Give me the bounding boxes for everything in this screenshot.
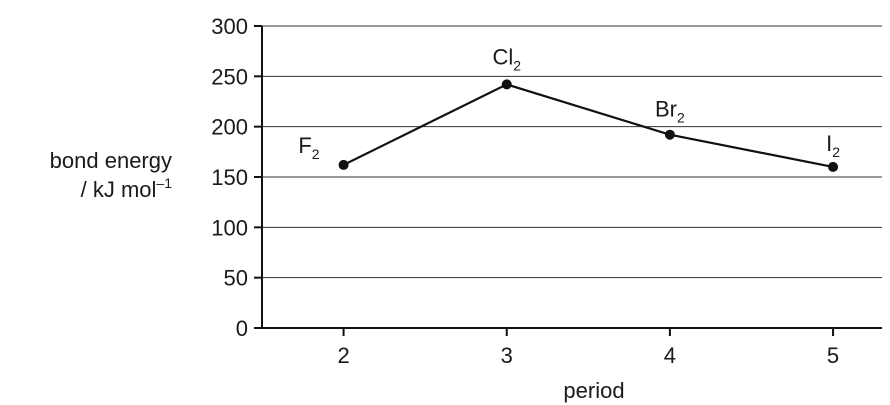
y-tick-label-200: 200 — [211, 115, 248, 140]
point-label-cl: Cl2 — [492, 44, 521, 73]
x-tick-label-2: 2 — [337, 343, 349, 368]
y-tick-label-100: 100 — [211, 215, 248, 240]
y-axis-title-unit: / kJ mol–1 — [81, 175, 173, 202]
x-tick-label-5: 5 — [827, 343, 839, 368]
series-line — [343, 83, 834, 168]
y-tick-label-50: 50 — [224, 266, 248, 291]
x-tick-label-4: 4 — [664, 343, 676, 368]
data-point-f — [338, 159, 349, 170]
data-point-i — [828, 161, 839, 172]
data-point-br — [664, 129, 675, 140]
point-label-f: F2 — [298, 133, 319, 162]
axes — [254, 25, 882, 336]
point-labels: F2 Cl2 Br2 I2 — [298, 44, 840, 162]
y-tick-label-0: 0 — [236, 316, 248, 341]
data-series — [338, 79, 839, 172]
data-point-cl — [501, 79, 512, 90]
gridlines — [262, 25, 882, 279]
y-axis-title-line1: bond energy — [50, 148, 172, 173]
y-tick-label-150: 150 — [211, 165, 248, 190]
point-label-br: Br2 — [655, 97, 685, 126]
x-axis-title: period — [563, 378, 624, 403]
x-tick-label-3: 3 — [501, 343, 513, 368]
tick-labels: 0 50 100 150 200 250 300 2 3 4 5 — [211, 14, 839, 368]
point-label-i: I2 — [826, 131, 840, 160]
y-tick-label-250: 250 — [211, 64, 248, 89]
y-tick-label-300: 300 — [211, 14, 248, 39]
